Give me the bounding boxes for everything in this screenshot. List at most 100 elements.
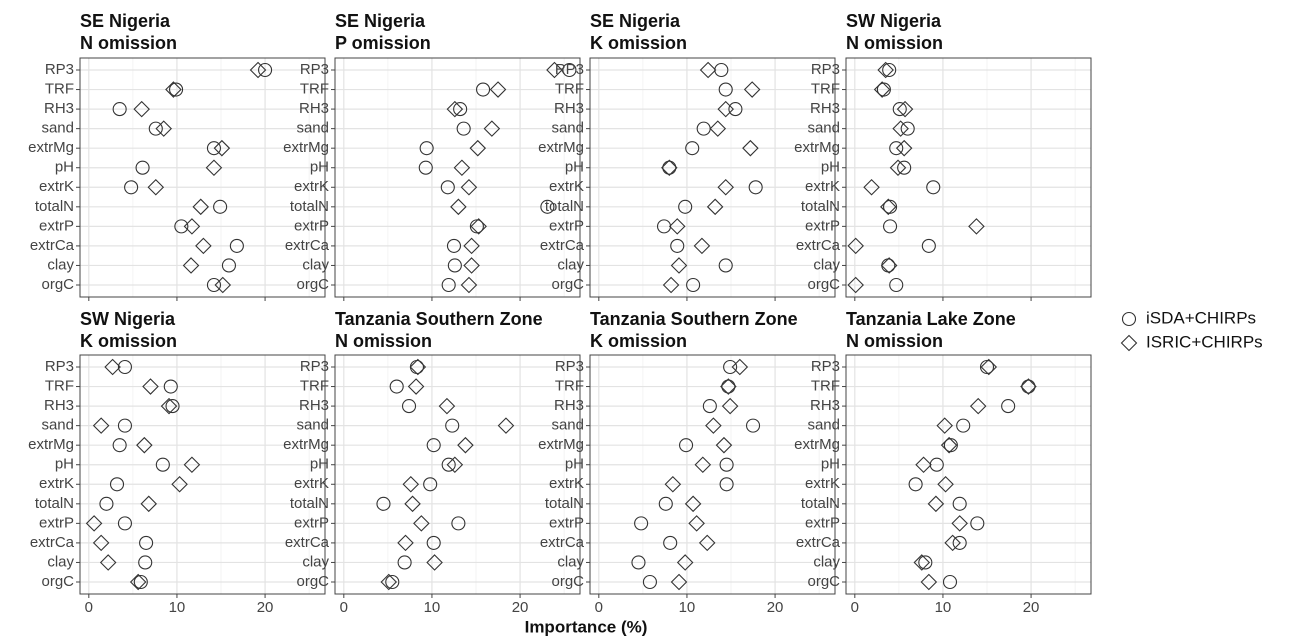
circle-marker xyxy=(1121,311,1137,327)
circle-marker xyxy=(952,496,967,511)
y-tick-label: RP3 xyxy=(300,358,329,375)
circle-marker xyxy=(723,359,738,375)
diamond-marker xyxy=(463,257,480,274)
diamond-marker xyxy=(165,81,182,98)
diamond-marker xyxy=(249,61,267,79)
circle-marker xyxy=(117,516,132,531)
circle-marker xyxy=(882,62,897,78)
diamond-marker xyxy=(913,554,931,571)
panel-title: SE Nigeria xyxy=(590,11,681,31)
panel-subtitle: K omission xyxy=(590,33,687,53)
x-tick-label: 0 xyxy=(340,599,348,616)
diamond-marker xyxy=(460,276,478,294)
y-tick-label: pH xyxy=(55,159,74,176)
diamond-marker xyxy=(214,276,232,294)
circle-marker xyxy=(562,62,577,78)
y-tick-label: extrCa xyxy=(540,237,585,254)
y-tick-label: orgC xyxy=(41,573,74,590)
y-tick-label: extrK xyxy=(805,178,840,195)
circle-marker xyxy=(719,477,734,492)
diamond-marker xyxy=(863,178,880,196)
y-tick-label: pH xyxy=(310,456,329,473)
y-tick-label: RP3 xyxy=(45,358,74,375)
y-tick-label: RH3 xyxy=(44,397,74,414)
diamond-marker xyxy=(426,554,443,571)
diamond-marker xyxy=(205,159,223,177)
circle-marker xyxy=(719,457,734,472)
diamond-marker xyxy=(709,120,727,137)
circle-marker xyxy=(418,160,433,175)
diamond-marker xyxy=(183,456,201,474)
circle-marker xyxy=(540,199,555,214)
panel-background xyxy=(80,355,325,594)
diamond-marker xyxy=(133,100,150,118)
y-tick-label: RP3 xyxy=(555,358,584,375)
diamond-marker xyxy=(847,276,864,294)
y-tick-label: totalN xyxy=(545,495,584,512)
y-tick-label: totalN xyxy=(801,495,840,512)
diamond-marker xyxy=(668,218,686,235)
circle-marker xyxy=(419,141,434,156)
circle-marker xyxy=(634,516,649,531)
circle-marker xyxy=(174,219,189,234)
y-tick-label: RP3 xyxy=(811,61,840,78)
diamond-marker xyxy=(136,436,153,454)
y-tick-label: sand xyxy=(807,417,840,434)
y-tick-label: extrCa xyxy=(285,237,330,254)
y-tick-label: totalN xyxy=(35,495,74,512)
circle-marker xyxy=(970,516,985,531)
y-tick-label: clay xyxy=(813,553,840,570)
y-tick-label: extrMg xyxy=(538,436,584,453)
circle-marker xyxy=(670,238,685,253)
diamond-marker xyxy=(873,81,891,98)
circle-marker xyxy=(112,102,127,117)
y-tick-label: extrK xyxy=(294,178,329,195)
circle-marker xyxy=(117,418,132,433)
y-tick-label: pH xyxy=(821,159,840,176)
circle-marker xyxy=(133,574,148,590)
y-tick-label: pH xyxy=(821,456,840,473)
diamond-marker xyxy=(717,100,734,118)
circle-marker xyxy=(1001,399,1016,414)
x-tick-label: 20 xyxy=(1023,599,1040,616)
diamond-marker xyxy=(694,456,712,474)
y-tick-label: orgC xyxy=(41,276,74,293)
circle-marker xyxy=(441,457,456,472)
diamond-marker xyxy=(684,495,702,513)
diamond-marker xyxy=(915,456,932,474)
diamond-marker xyxy=(92,534,110,552)
y-tick-label: extrMg xyxy=(283,436,329,453)
y-tick-label: extrCa xyxy=(540,534,585,551)
diamond-marker xyxy=(446,456,464,474)
y-tick-label: extrK xyxy=(549,178,584,195)
panel-background xyxy=(590,355,835,594)
diamond-marker xyxy=(404,495,421,513)
y-tick-label: extrMg xyxy=(28,139,74,156)
y-tick-label: extrMg xyxy=(538,139,584,156)
panel-title: SW Nigeria xyxy=(80,309,176,329)
y-tick-label: clay xyxy=(302,553,329,570)
y-tick-label: extrK xyxy=(294,475,329,492)
panel-subtitle: K omission xyxy=(590,331,687,351)
circle-marker xyxy=(138,555,153,570)
y-tick-label: totalN xyxy=(545,198,584,215)
y-tick-label: TRF xyxy=(811,378,840,395)
circle-marker xyxy=(376,496,391,511)
circle-marker xyxy=(109,477,125,492)
diamond-marker xyxy=(397,534,414,552)
diamond-marker xyxy=(715,436,733,454)
y-tick-label: pH xyxy=(310,159,329,176)
y-tick-label: extrCa xyxy=(796,534,841,551)
circle-marker xyxy=(663,535,678,550)
circle-marker xyxy=(728,102,743,117)
y-tick-label: clay xyxy=(302,256,329,273)
circle-marker xyxy=(148,121,163,136)
y-tick-label: clay xyxy=(557,553,584,570)
circle-marker xyxy=(1021,379,1036,394)
panel-subtitle: P omission xyxy=(335,33,431,53)
x-tick-label: 0 xyxy=(85,599,93,616)
circle-marker xyxy=(124,180,139,195)
panel-background xyxy=(335,355,580,594)
circle-marker xyxy=(163,379,178,394)
